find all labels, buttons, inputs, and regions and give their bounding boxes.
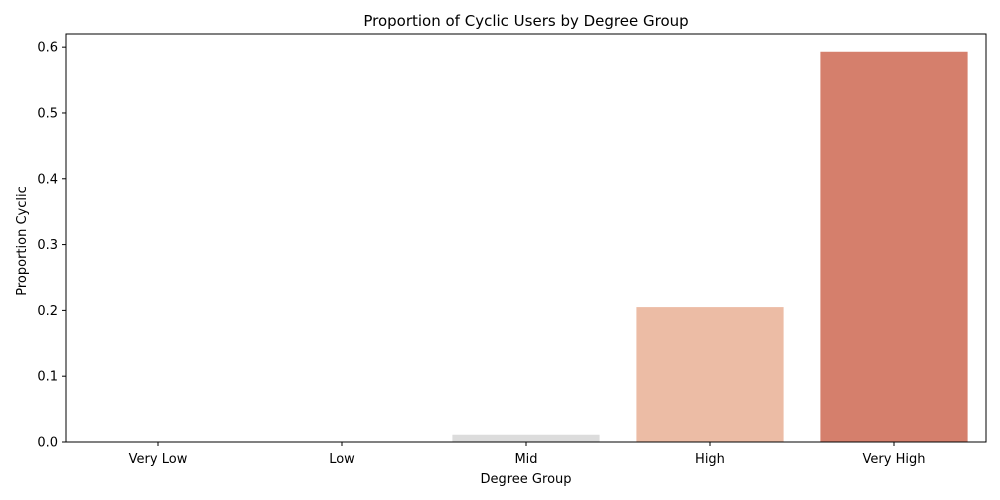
y-tick-label: 0.0 <box>37 436 58 451</box>
bar-mid <box>452 434 600 442</box>
x-tick-label: Very Low <box>129 452 188 467</box>
y-tick-label: 0.5 <box>37 106 58 121</box>
x-axis-ticks: Very Low Low Mid High Very High <box>129 442 926 467</box>
y-tick-label: 0.6 <box>37 41 58 56</box>
plot-frame <box>65 33 987 443</box>
chart-title: Proportion of Cyclic Users by Degree Gro… <box>363 12 688 30</box>
bar-high <box>636 307 784 442</box>
y-axis-title: Proportion Cyclic <box>15 186 30 296</box>
x-tick-label: Mid <box>514 452 537 467</box>
x-tick-label: High <box>695 452 725 467</box>
x-tick-label: Low <box>329 452 355 467</box>
bar-very-high <box>820 51 968 443</box>
y-tick-label: 0.4 <box>37 172 58 187</box>
y-tick-label: 0.1 <box>37 370 58 385</box>
y-tick-label: 0.2 <box>37 304 58 319</box>
x-axis-title: Degree Group <box>480 472 571 487</box>
bars-group <box>452 51 968 443</box>
y-axis-ticks: 0.0 0.1 0.2 0.3 0.4 0.5 0.6 <box>37 41 66 451</box>
x-tick-label: Very High <box>863 452 926 467</box>
y-tick-label: 0.3 <box>37 238 58 253</box>
